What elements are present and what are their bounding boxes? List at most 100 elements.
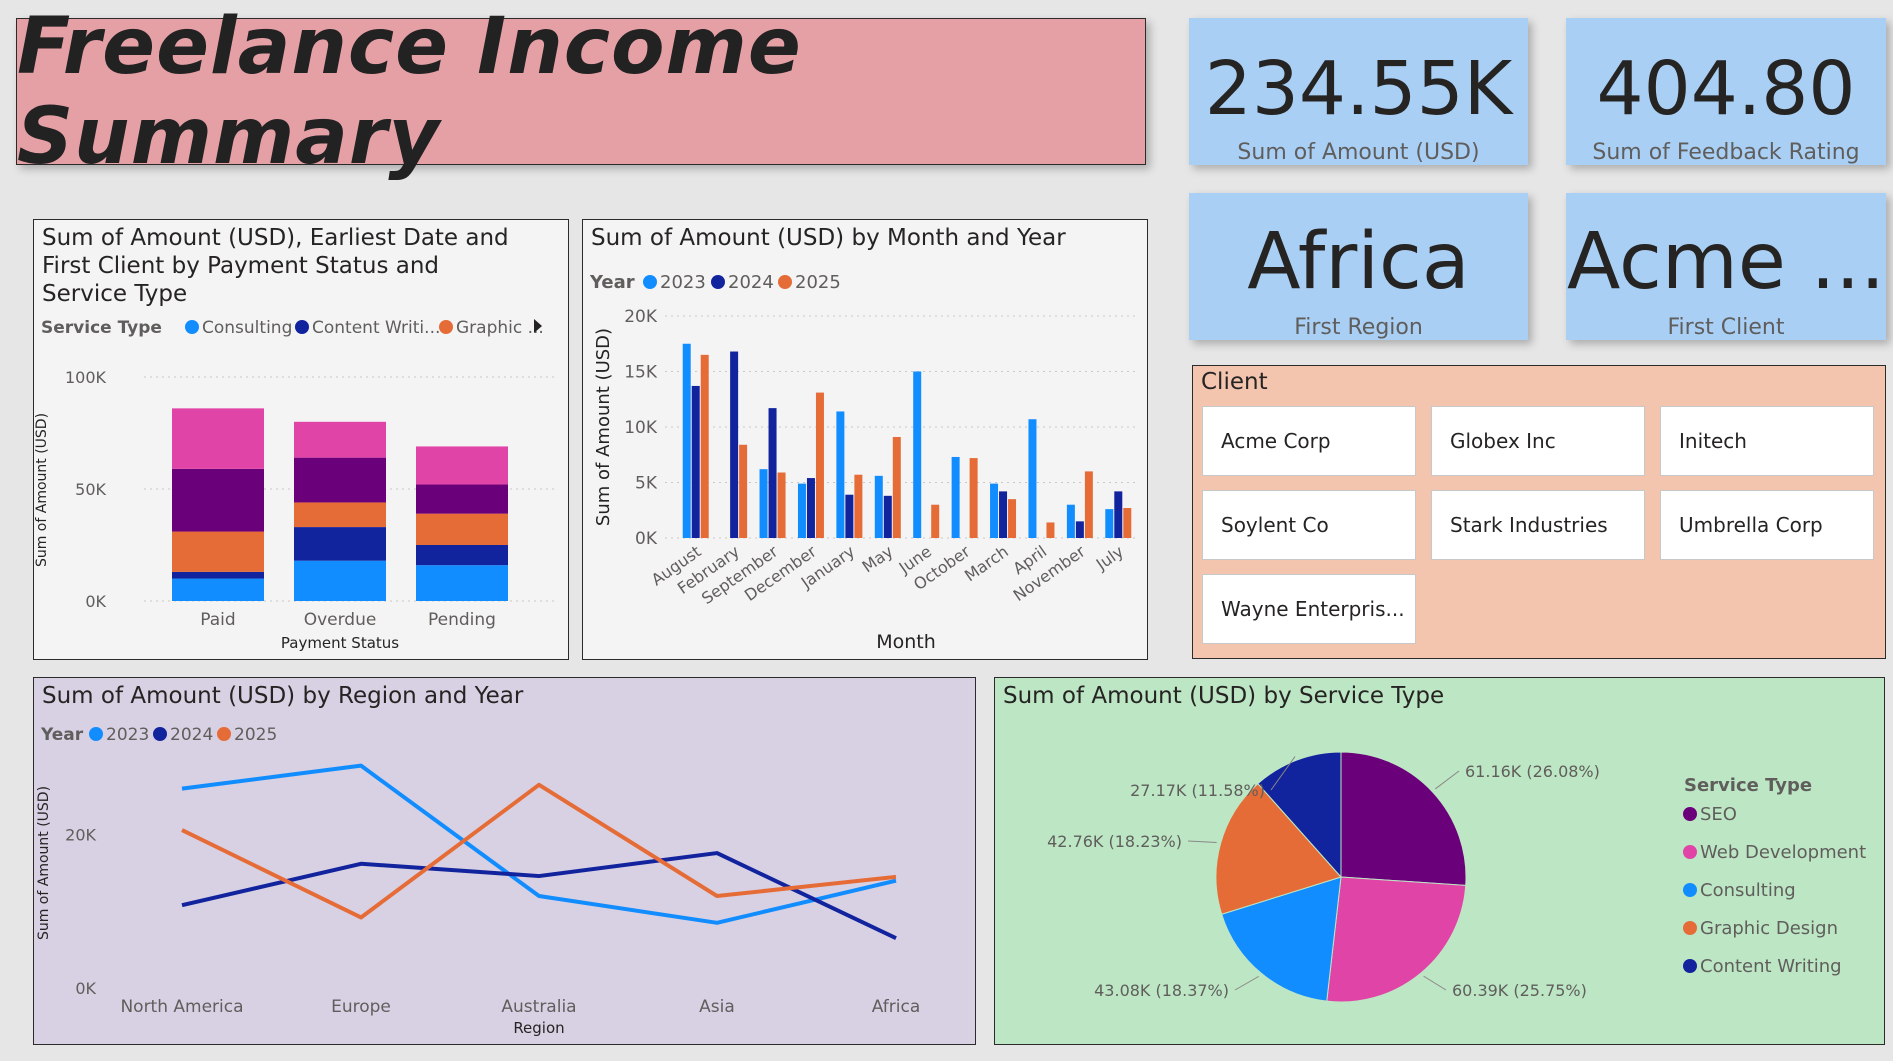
chart-title-line: First Client by Payment Status and: [42, 253, 440, 279]
legend-label: SEO: [1700, 804, 1737, 825]
legend-marker: [1683, 845, 1697, 859]
chart-title: Sum of Amount (USD) by Service Type: [1003, 683, 1445, 709]
chart-title: Sum of Amount (USD) by Region and Year: [42, 683, 524, 709]
x-tick-label: Paid: [200, 610, 235, 630]
x-axis-title: Payment Status: [281, 634, 399, 652]
y-tick-label: 20K: [65, 826, 96, 845]
kpi-value: 234.55K: [1204, 46, 1513, 132]
legend-marker: [643, 275, 657, 289]
month-year-clustered-bar-chart: Year 2023 2024 2025 0K 5K 10K 15K 20K Sum of Amou…: [589, 272, 1138, 653]
legend-next-icon: [534, 319, 542, 333]
kpi-label: Sum of Feedback Rating: [1592, 140, 1860, 165]
service-type-pie-panel: Sum of Amount (USD) by Service Type 61.1…: [994, 677, 1885, 1045]
client-option-stark[interactable]: Stark Industries: [1431, 490, 1645, 560]
bar: [777, 472, 786, 538]
bar: [1105, 509, 1114, 538]
bar: [883, 495, 892, 538]
bar-segment: [416, 446, 508, 485]
legend-marker: [778, 275, 792, 289]
x-tick-label: Africa: [872, 997, 921, 1017]
y-tick-label: 20K: [624, 307, 658, 327]
series-line: [181, 763, 897, 925]
region-year-chart-panel: Sum of Amount (USD) by Region and Year Y…: [33, 677, 976, 1045]
x-tick-label: Pending: [428, 610, 496, 630]
x-tick-label: May: [859, 542, 897, 577]
chart-title: Sum of Amount (USD) by Month and Year: [591, 225, 1066, 251]
client-slicer: Client Acme Corp Globex Inc Initech Soyl…: [1192, 365, 1886, 659]
legend-marker: [217, 727, 231, 741]
pie-slice: [1257, 751, 1342, 879]
bar: [768, 408, 777, 538]
bar-segment: [416, 545, 508, 566]
series-line: [181, 782, 897, 920]
pie-slice: [1221, 876, 1342, 1002]
bar: [1084, 471, 1093, 538]
y-tick-label: 100K: [65, 368, 107, 387]
bar: [806, 478, 815, 538]
bar: [845, 494, 854, 538]
bar-segment: [294, 560, 386, 601]
legend-label: Web Development: [1700, 842, 1866, 863]
bar: [1075, 521, 1084, 538]
region-year-line-chart: Year 2023 2024 2025 0K 20K Sum of Amount (USD)…: [36, 725, 921, 1037]
client-option-globex[interactable]: Globex Inc: [1431, 406, 1645, 476]
leader-line: [1187, 840, 1217, 844]
client-option-wayne[interactable]: Wayne Enterpris...: [1202, 574, 1416, 644]
legend-marker: [1683, 807, 1697, 821]
legend-label: 2025: [234, 725, 277, 745]
bar: [797, 483, 806, 538]
bar: [1066, 504, 1075, 538]
x-axis-title: Region: [513, 1019, 564, 1037]
legend-label: 2023: [660, 272, 706, 293]
legend-marker: [1683, 959, 1697, 973]
x-tick-label: Australia: [501, 997, 576, 1017]
data-label: 43.08K (18.37%): [1094, 981, 1229, 1000]
legend-label: Graphic ...: [456, 318, 544, 338]
legend-marker: [1683, 921, 1697, 935]
y-axis-title: Sum of Amount (USD): [593, 328, 614, 526]
leader-line: [1423, 975, 1447, 991]
client-option-soylent[interactable]: Soylent Co: [1202, 490, 1416, 560]
data-label: 60.39K (25.75%): [1452, 981, 1587, 1000]
legend-title: Service Type: [1684, 775, 1812, 796]
bar-segment: [416, 513, 508, 545]
legend-label: 2024: [170, 725, 213, 745]
y-tick-label: 0K: [75, 979, 96, 998]
kpi-card-first-region[interactable]: Africa First Region: [1189, 193, 1528, 340]
chart-title-line: Sum of Amount (USD), Earliest Date and: [42, 225, 509, 251]
y-tick-label: 15K: [624, 363, 658, 383]
legend-label: Content Writi...: [312, 318, 440, 338]
payment-status-stacked-bar-chart: Service Type Consulting Content Writi... Gr…: [34, 318, 554, 652]
data-label: 42.76K (18.23%): [1047, 832, 1182, 851]
client-option-acme[interactable]: Acme Corp: [1202, 406, 1416, 476]
bar-segment: [172, 468, 264, 532]
bar: [836, 411, 845, 538]
kpi-card-first-client[interactable]: Acme ... First Client: [1566, 193, 1886, 340]
legend-label: Content Writing: [1700, 956, 1842, 977]
bar: [1123, 508, 1132, 538]
client-option-umbrella[interactable]: Umbrella Corp: [1660, 490, 1874, 560]
client-option-initech[interactable]: Initech: [1660, 406, 1874, 476]
bar-segment: [172, 571, 264, 579]
series-line: [181, 851, 897, 940]
x-tick-label: Overdue: [304, 610, 377, 630]
kpi-card-feedback[interactable]: 404.80 Sum of Feedback Rating: [1566, 18, 1886, 165]
bar-segment: [172, 408, 264, 469]
pie-slice: [1215, 782, 1342, 915]
kpi-label: First Region: [1294, 315, 1423, 340]
y-tick-label: 50K: [75, 480, 106, 499]
y-axis-title: Sum of Amount (USD): [34, 413, 50, 567]
bar: [700, 354, 709, 538]
chart-title: Sum of Amount (USD), Earliest Date and F…: [42, 224, 509, 308]
legend-marker: [1683, 883, 1697, 897]
kpi-value: Acme ...: [1566, 217, 1886, 307]
bar: [1008, 499, 1017, 538]
bar-segment: [294, 421, 386, 458]
legend-label: 2024: [728, 272, 774, 293]
kpi-value: Africa: [1247, 217, 1470, 307]
legend-title: Year: [589, 272, 635, 293]
kpi-card-amount[interactable]: 234.55K Sum of Amount (USD): [1189, 18, 1528, 165]
bar-segment: [172, 531, 264, 572]
leader-line: [1270, 756, 1296, 791]
bar: [1028, 419, 1037, 538]
